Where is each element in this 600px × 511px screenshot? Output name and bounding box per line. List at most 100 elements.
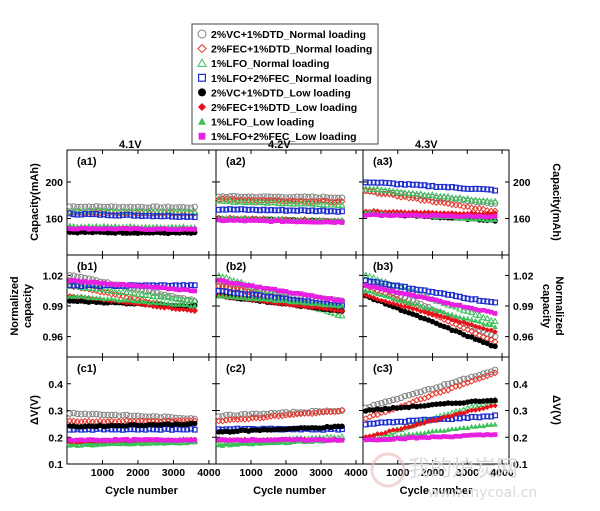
data-point	[92, 206, 100, 214]
data-point	[309, 207, 316, 214]
data-point	[379, 437, 384, 443]
data-point	[393, 395, 401, 403]
data-point	[188, 288, 194, 294]
data-point	[397, 394, 405, 402]
data-point	[405, 189, 413, 197]
data-point	[260, 206, 267, 213]
data-point	[484, 186, 491, 193]
data-point	[313, 437, 319, 443]
data-point	[220, 437, 225, 442]
data-point	[472, 423, 479, 429]
data-point	[105, 437, 111, 443]
data-point	[449, 413, 455, 419]
data-point	[492, 412, 499, 419]
data-point	[169, 286, 175, 292]
x-tick-label: 3000	[162, 467, 186, 479]
data-point	[488, 309, 494, 315]
data-point	[237, 197, 245, 205]
data-point	[138, 290, 146, 298]
data-point	[119, 288, 127, 295]
data-point	[386, 282, 393, 288]
data-point	[78, 279, 84, 285]
data-point	[138, 213, 145, 219]
data-point	[418, 294, 423, 300]
data-point	[331, 194, 338, 201]
data-point	[187, 282, 194, 289]
data-point	[375, 437, 380, 443]
data-point	[417, 303, 424, 309]
data-point	[223, 218, 229, 223]
data-point	[260, 440, 267, 446]
data-point	[253, 284, 259, 290]
data-point	[312, 194, 320, 201]
x-tick-label: 4000	[197, 467, 221, 479]
data-point	[425, 183, 432, 190]
data-point	[472, 330, 479, 337]
data-point	[453, 411, 459, 418]
data-point	[475, 311, 484, 319]
watermark: 我的炉炭网 www.mycoal.cn	[370, 452, 537, 501]
data-point	[405, 181, 412, 188]
data-point	[183, 204, 191, 211]
data-point	[264, 218, 270, 224]
data-point	[417, 430, 424, 436]
data-point	[298, 299, 304, 305]
data-point	[245, 441, 252, 447]
data-point	[124, 282, 129, 288]
data-point	[377, 186, 386, 193]
data-point	[338, 311, 346, 319]
data-point	[449, 292, 455, 298]
data-point	[477, 308, 482, 313]
data-point	[484, 298, 491, 305]
data-point	[331, 307, 338, 314]
data-point	[70, 282, 77, 289]
data-point	[394, 418, 401, 425]
data-point	[406, 291, 412, 297]
data-point	[339, 423, 345, 430]
data-point	[488, 421, 494, 427]
data-point	[418, 213, 423, 219]
data-point	[74, 410, 81, 418]
data-point	[481, 307, 486, 313]
data-point	[119, 212, 126, 218]
data-point	[457, 314, 463, 320]
data-point	[242, 218, 248, 224]
legend: 2%VC+1%DTD_Normal loading 2%FEC+1%DTD_Nor…	[191, 23, 379, 145]
y-tick-label-right: 0.96	[513, 332, 534, 344]
data-point	[264, 286, 270, 291]
data-point	[437, 290, 444, 297]
data-point	[184, 287, 190, 293]
data-point	[452, 378, 460, 385]
data-point	[175, 207, 184, 215]
data-point	[161, 440, 168, 446]
data-point	[421, 287, 428, 294]
data-point	[90, 279, 95, 285]
data-point	[398, 418, 404, 425]
y-tick-label-right: 200	[513, 177, 531, 189]
panel-label: (a3)	[373, 156, 393, 168]
data-point	[294, 436, 300, 442]
data-point	[105, 226, 111, 231]
data-point	[290, 299, 297, 305]
data-point	[430, 296, 435, 302]
data-point	[180, 213, 187, 220]
data-point	[397, 188, 405, 196]
data-point	[405, 391, 413, 399]
data-point	[297, 199, 305, 207]
data-point	[165, 440, 171, 446]
data-point	[305, 300, 312, 306]
data-point	[456, 202, 464, 209]
data-point	[172, 213, 179, 220]
data-point	[409, 285, 416, 292]
data-point	[143, 437, 148, 442]
data-point	[464, 326, 472, 333]
watermark-url: www.mycoal.cn	[428, 485, 537, 501]
data-point	[457, 319, 463, 325]
data-point	[386, 428, 393, 434]
data-point	[104, 441, 111, 447]
data-point	[440, 192, 448, 200]
data-point	[464, 408, 471, 415]
data-point	[429, 289, 436, 295]
data-point	[234, 285, 241, 293]
legend-label-6: 1%LFO_Low loading	[211, 117, 314, 129]
